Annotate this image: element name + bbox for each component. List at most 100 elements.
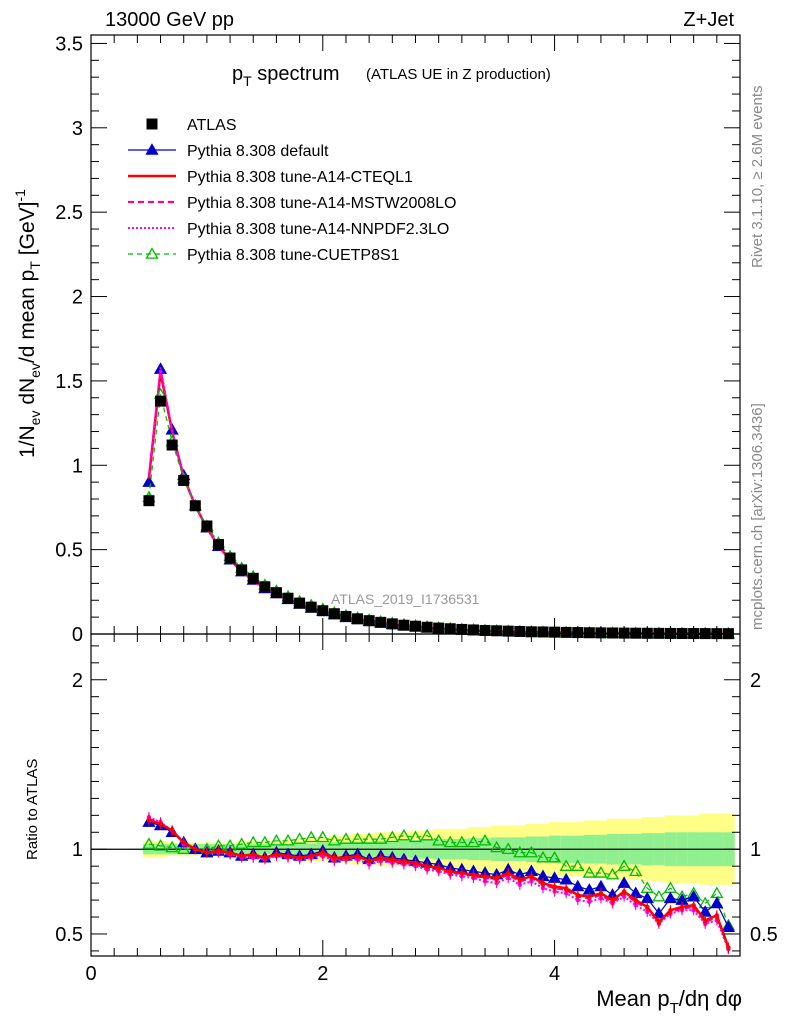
ratio-point-cteql1 xyxy=(714,913,720,918)
legend-marker-cuetp xyxy=(145,247,159,259)
ratio-point-cuetp xyxy=(304,830,318,843)
ratio-point-cuetp xyxy=(177,842,191,855)
main-point-atlas xyxy=(201,520,213,532)
ratio-point-cuetp xyxy=(617,859,631,871)
legend-label-cteql1: Pythia 8.308 tune-A14-CTEQL1 xyxy=(187,169,413,186)
ratio-point-cteql1 xyxy=(424,863,430,869)
ratio-point-cteql1 xyxy=(181,840,186,845)
main-point-atlas xyxy=(386,618,398,630)
main-point-atlas xyxy=(224,552,236,564)
ratio-point-cteql1 xyxy=(517,877,523,882)
main-point-atlas xyxy=(155,395,167,407)
ratio-point-cteql1 xyxy=(656,919,662,925)
ratio-point-cteql1 xyxy=(494,875,499,881)
legend-label-default: Pythia 8.308 default xyxy=(187,143,329,160)
main-point-atlas xyxy=(560,626,572,638)
ratio-point-cteql1 xyxy=(587,894,592,899)
main-point-atlas xyxy=(189,500,201,512)
ratio-point-cuetp xyxy=(385,830,399,843)
ratio-point-cuetp xyxy=(536,850,550,863)
ratio-point-cuetp xyxy=(235,837,249,849)
xtick-label: 4 xyxy=(549,963,560,985)
ratio-point-cteql1 xyxy=(506,870,511,876)
ratio-point-cteql1 xyxy=(645,904,650,910)
legend-marker-default xyxy=(145,143,159,155)
ratio-point-cteql1 xyxy=(262,855,268,860)
main-point-atlas xyxy=(143,495,155,507)
legend-label-cuetp: Pythia 8.308 tune-CUETP8S1 xyxy=(187,247,400,264)
ratio-ytick-label-right: 0.5 xyxy=(750,924,778,946)
ratio-point-cteql1 xyxy=(378,855,383,860)
main-point-atlas xyxy=(467,624,479,636)
ratio-point-cteql1 xyxy=(575,892,580,898)
ratio-point-cteql1 xyxy=(598,891,604,896)
main-point-atlas xyxy=(630,627,642,639)
main-point-atlas xyxy=(340,610,352,622)
ratio-point-cuetp xyxy=(466,835,481,848)
ratio-point-cteql1 xyxy=(401,858,407,864)
ratio-point-cteql1 xyxy=(448,869,453,874)
legend-entry-default: Pythia 8.308 default xyxy=(128,143,329,160)
xlabel: Mean pT/dη dφ xyxy=(596,986,742,1017)
ratio-point-cteql1 xyxy=(610,897,615,903)
ylabel-b-sub: ev xyxy=(27,363,43,378)
ratio-point-cuetp xyxy=(269,833,284,846)
ratio-point-default xyxy=(710,896,724,909)
ylabel-a-sub: ev xyxy=(27,411,43,426)
ratio-point-cteql1 xyxy=(216,848,221,854)
ratio-point-cteql1 xyxy=(204,850,210,855)
main-point-atlas xyxy=(328,608,340,620)
ratio-point-default xyxy=(721,920,736,932)
plot-title-rest: spectrum xyxy=(252,63,340,85)
ratio-point-cuetp xyxy=(559,859,573,871)
ratio-point-cuetp xyxy=(594,866,608,878)
main-ylabel: 1/Nev dNev/d mean pT [GeV]-1 xyxy=(12,189,43,458)
legend-label-nnpdf: Pythia 8.308 tune-A14-NNPDF2.3LO xyxy=(187,221,449,238)
main-point-atlas xyxy=(247,572,259,584)
main-point-atlas xyxy=(607,627,619,639)
xlabel-a: Mean p xyxy=(596,986,669,1011)
ratio-point-cteql1 xyxy=(691,902,696,908)
ratio-point-cteql1 xyxy=(158,821,163,827)
ratio-point-cteql1 xyxy=(563,886,569,891)
ratio-point-cuetp xyxy=(165,840,179,853)
ratio-point-cteql1 xyxy=(193,847,198,852)
ratio-point-cteql1 xyxy=(413,860,418,865)
ratio-point-cteql1 xyxy=(726,945,731,950)
ratio-point-cuetp xyxy=(281,833,295,846)
legend-entry-nnpdf: Pythia 8.308 tune-A14-NNPDF2.3LO xyxy=(128,221,449,238)
legend-entry-cuetp: Pythia 8.308 tune-CUETP8S1 xyxy=(128,247,400,264)
ratio-ytick-label: 1 xyxy=(72,839,83,861)
ratio-point-cteql1 xyxy=(436,865,441,871)
ratio-point-cteql1 xyxy=(471,872,476,877)
main-panel: 0 0.5 1 1.5 2 2.5 3 3.5 xyxy=(55,33,741,646)
ratio-point-cteql1 xyxy=(320,850,325,855)
ratio-point-cteql1 xyxy=(366,858,372,864)
ratio-point-cteql1 xyxy=(169,828,175,833)
legend-marker-atlas xyxy=(146,118,158,130)
main-point-atlas xyxy=(352,613,364,625)
ratio-point-default xyxy=(640,891,654,904)
analysis-watermark: ATLAS_2019_I1736531 xyxy=(331,591,480,607)
ratio-point-cuetp xyxy=(246,835,260,848)
main-point-atlas xyxy=(491,625,503,637)
main-ytick-label: 0 xyxy=(72,624,83,646)
ylabel-d: [GeV] xyxy=(16,202,39,262)
main-ytick-label: 3 xyxy=(72,118,83,140)
main-point-atlas xyxy=(537,626,549,638)
ratio-panel: 0.5 0.5 1 1 2 2 0 2 4 xyxy=(55,633,778,985)
ratio-point-cteql1 xyxy=(146,818,152,823)
xtick-label: 0 xyxy=(85,963,96,985)
ratio-point-cuetp xyxy=(258,835,272,848)
ratio-point-cteql1 xyxy=(251,852,256,857)
ratio-point-cuetp xyxy=(292,832,307,844)
ratio-ytick-label: 0.5 xyxy=(55,924,83,946)
ratio-point-cteql1 xyxy=(621,889,627,894)
main-point-atlas xyxy=(444,623,456,635)
mcplots-label: mcplots.cern.ch [arXiv:1306.3436] xyxy=(749,403,766,630)
main-point-atlas xyxy=(212,539,224,551)
ratio-ylabel: Ratio to ATLAS xyxy=(24,759,41,860)
xtick-label: 2 xyxy=(317,963,328,985)
ratio-point-cteql1 xyxy=(482,874,488,879)
